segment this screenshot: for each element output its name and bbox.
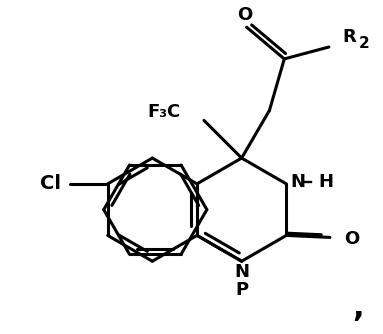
Text: H: H <box>318 173 333 191</box>
Text: 2: 2 <box>358 35 370 50</box>
Text: N: N <box>290 173 305 191</box>
Text: N: N <box>234 263 249 281</box>
Text: P: P <box>235 281 248 299</box>
Text: Cl: Cl <box>40 174 61 193</box>
Text: O: O <box>237 6 252 24</box>
Text: ,: , <box>353 294 364 323</box>
Text: R: R <box>343 28 357 46</box>
Text: F₃C: F₃C <box>147 104 180 122</box>
Text: O: O <box>344 230 359 248</box>
